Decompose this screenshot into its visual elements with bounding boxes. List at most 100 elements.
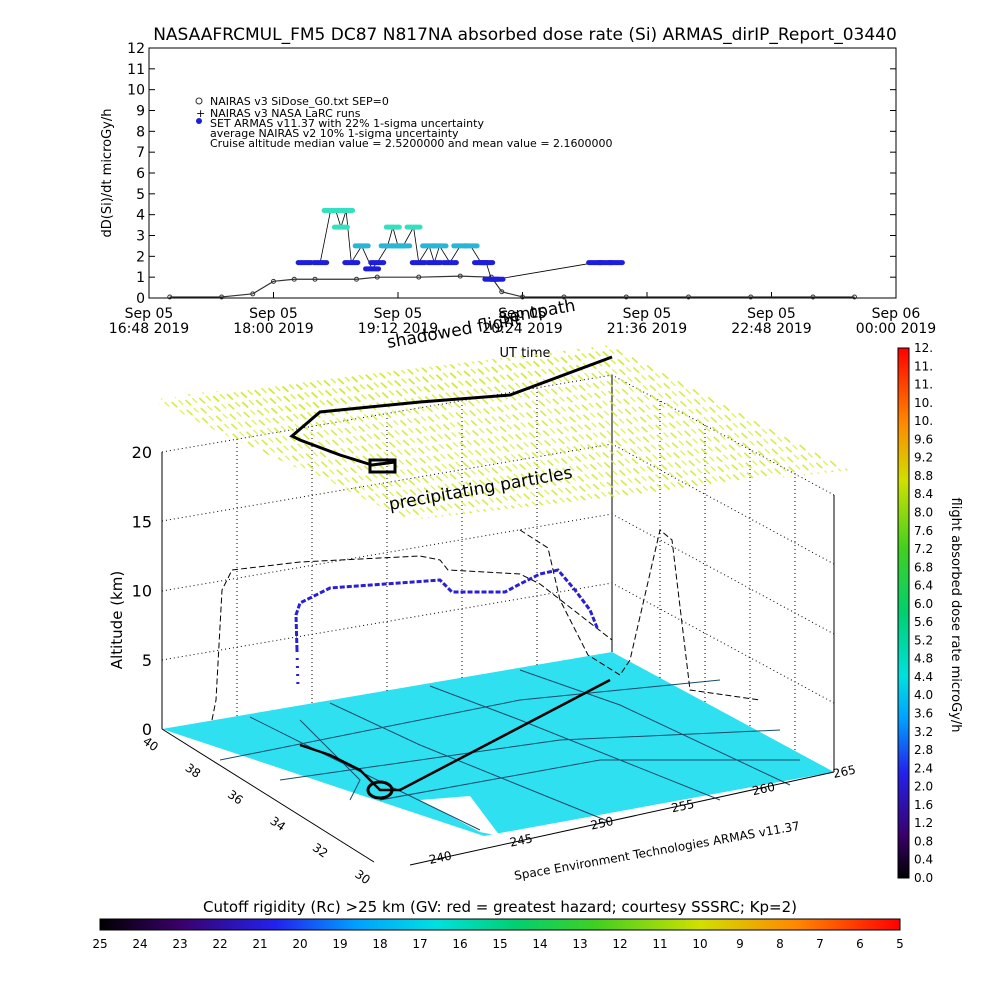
series-armas-point <box>477 260 496 266</box>
series-armas-point <box>409 260 428 266</box>
track-projection-left-wall <box>211 555 613 721</box>
colorbar-tick-label: 4.4 <box>914 670 933 684</box>
rigidity-tick-label: 7 <box>816 937 824 951</box>
colorbar-tick-label: 8.4 <box>914 487 933 501</box>
colorbar-tick-label: 1.2 <box>914 816 933 830</box>
legend-cruise-altitude: Cruise altitude median value = 2.5200000… <box>210 137 613 150</box>
flight-track-20km-loop <box>368 458 397 474</box>
colorbar-tick-label: 0.8 <box>914 834 933 848</box>
ts-ytick-label: 0 <box>136 291 145 307</box>
rigidity-tick-label: 23 <box>172 937 187 951</box>
colorbar-tick-label: 6.0 <box>914 597 933 611</box>
colorbar-label: flight absorbed dose rate microGy/h <box>948 498 963 733</box>
flight-track-descent <box>295 649 300 691</box>
rigidity-tick-label: 18 <box>372 937 387 951</box>
timeseries-legend: NAIRAS v3 SiDose_G0.txt SEP=0 + NAIRAS v… <box>195 95 613 150</box>
series-armas-point <box>331 224 350 230</box>
colorbar-tick-label: 11. <box>914 359 933 373</box>
altitude-tick-label: 10 <box>132 582 152 601</box>
legend-marker-armas <box>196 118 202 124</box>
track-projection-right-wall <box>519 529 761 701</box>
colorbar-tick-label: 8.8 <box>914 469 933 483</box>
rigidity-tick-label: 5 <box>896 937 904 951</box>
altitude-tick-label: 15 <box>132 512 152 531</box>
series-nairas-point <box>354 276 359 282</box>
rigidity-tick-label: 20 <box>292 937 307 951</box>
rigidity-tick-label: 6 <box>856 937 864 951</box>
series-armas-point <box>342 260 361 266</box>
longitude-tick-label: 240 <box>428 848 453 866</box>
longitude-tick-label: 255 <box>670 797 695 815</box>
series-armas-point <box>311 260 330 266</box>
ts-ytick-label: 10 <box>127 83 145 99</box>
ts-ytick-label: 12 <box>127 41 145 57</box>
series-armas-point <box>352 243 371 249</box>
longitude-axis <box>409 771 835 866</box>
rigidity-tick-label: 11 <box>652 937 667 951</box>
latitude-tick-label: 34 <box>267 814 288 834</box>
series-armas-point <box>404 224 423 230</box>
ts-xtick-label-date: Sep 05 <box>623 306 672 322</box>
ts-ytick-label: 9 <box>136 104 145 120</box>
series-armas-point <box>461 243 480 249</box>
rigidity-tick-label: 10 <box>692 937 707 951</box>
series-armas-point <box>606 260 625 266</box>
colorbar-tick-label: 5.2 <box>914 633 933 647</box>
ts-xtick-label-time: 19:12 2019 <box>358 321 438 337</box>
series-nairas-point <box>623 294 629 300</box>
series-armas-point <box>487 276 506 282</box>
ts-xtick-label-date: Sep 05 <box>249 306 298 322</box>
latitude-tick-label: 36 <box>225 787 246 807</box>
rigidity-colorbar: Cutoff rigidity (Rc) >25 km (GV: red = g… <box>92 898 903 951</box>
rigidity-tick-label: 9 <box>736 937 744 951</box>
rigidity-tick-label: 8 <box>776 937 784 951</box>
ts-ytick-label: 8 <box>136 124 145 140</box>
rigidity-tick-label: 15 <box>492 937 507 951</box>
rigidity-tick-label: 13 <box>572 937 587 951</box>
series-nairas-point <box>250 291 256 297</box>
page-title: NASAAFRCMUL_FM5 DC87 N817NA absorbed dos… <box>153 25 897 45</box>
ts-xtick-label-date: Sep 05 <box>374 306 423 322</box>
series-nairas-line <box>169 275 855 298</box>
altitude-tick-label: 20 <box>132 443 152 462</box>
colorbar-tick-label: 0.4 <box>914 853 933 867</box>
series-armas-point <box>430 243 449 249</box>
credit-label: Space Environment Technologies ARMAS v11… <box>513 819 801 883</box>
colorbar-tick-label: 10. <box>914 396 933 410</box>
series-armas-point <box>394 243 413 249</box>
flight-track-ground <box>299 678 611 792</box>
ts-xtick-label-time: 21:36 2019 <box>607 321 687 337</box>
latitude-tick-label: 32 <box>310 840 331 860</box>
series-nairas-point <box>520 294 525 300</box>
colorbar-gradient <box>897 347 910 879</box>
ts-ytick-label: 5 <box>136 187 145 203</box>
colorbar-tick-label: 4.8 <box>914 652 933 666</box>
longitude-tick-label: 245 <box>509 831 534 849</box>
series-nairas-point <box>291 276 297 282</box>
flight-track-3d <box>294 568 600 651</box>
series-armas-point <box>295 260 314 266</box>
altitude-axis-label: Altitude (km) <box>108 571 126 669</box>
dose-colorbar: 0.0 0.4 0.8 1.2 1.6 2.0 2.4 2.8 3.2 3.6 4.0 4.4 4.8 5… <box>897 341 963 885</box>
ts-xtick-label-time: 20:24 2019 <box>482 321 562 337</box>
series-armas-point <box>440 260 459 266</box>
ts-xtick-label-date: Sep 06 <box>872 306 921 322</box>
altitude-ticks: 0 5 10 15 20 <box>132 443 152 739</box>
colorbar-tick-label: 6.8 <box>914 560 933 574</box>
ts-xtick-label-time: 16:48 2019 <box>109 321 189 337</box>
series-nairas-point <box>312 276 318 282</box>
colorbar-tick-label: 2.8 <box>914 743 933 757</box>
ts-ytick-label: 3 <box>136 229 145 245</box>
ts-ytick-label: 11 <box>127 62 145 78</box>
rigidity-tick-label: 19 <box>332 937 347 951</box>
legend-nairas-larc: NAIRAS v3 NASA LaRC runs <box>210 107 361 120</box>
rigidity-tick-label: 22 <box>212 937 227 951</box>
ts-xtick-label-date: Sep 05 <box>125 306 174 322</box>
latitude-tick-label: 30 <box>352 867 373 887</box>
rigidity-tick-label: 16 <box>452 937 467 951</box>
colorbar-ticks: 0.0 0.4 0.8 1.2 1.6 2.0 2.4 2.8 3.2 3.6 4.0 4.4 4.8 5… <box>914 341 933 885</box>
colorbar-tick-label: 12. <box>914 341 933 355</box>
rigidity-label: Cutoff rigidity (Rc) >25 km (GV: red = g… <box>203 898 797 916</box>
flight-track-ground-loop <box>366 780 394 800</box>
